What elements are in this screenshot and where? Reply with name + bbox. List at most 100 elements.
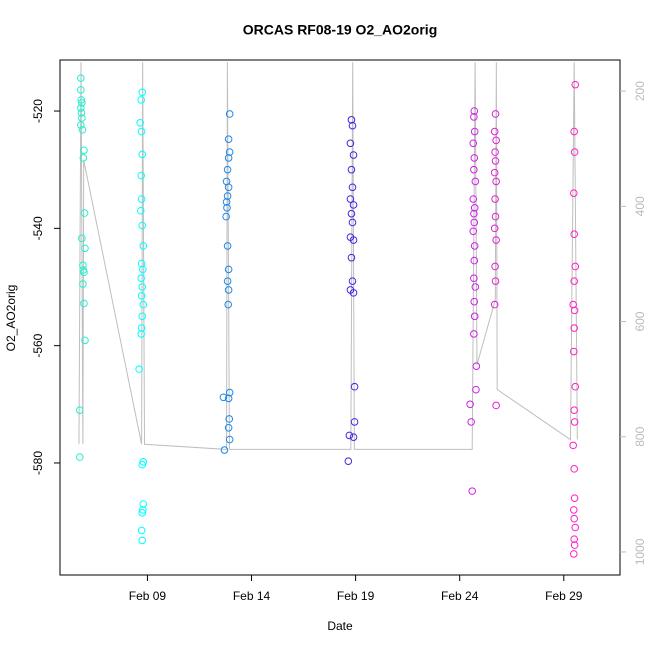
data-point [346,195,355,203]
data-point [139,242,148,250]
data-point [492,401,500,410]
data-point [75,406,84,414]
data-point [472,362,481,370]
data-point [349,236,358,244]
data-point [77,86,85,94]
data-point [224,394,233,403]
data-point [350,382,359,391]
data-point [470,312,479,321]
data-point [79,154,88,162]
plot-frame [59,59,621,576]
data-point [349,289,358,297]
data-point [220,446,229,454]
data-point [348,121,357,130]
data-point [570,465,579,473]
data-point [349,201,358,209]
data-point [77,108,86,117]
data-point [490,168,499,177]
data-point [569,347,578,356]
data-point [348,183,357,192]
data-point [471,177,480,186]
data-point [137,330,145,338]
data-point [570,277,579,285]
data-point [570,324,579,332]
data-point [470,127,479,136]
x-tick-label: Feb 14 [233,589,271,603]
data-point [224,135,233,143]
data-point [570,418,579,426]
data-point [80,209,89,217]
data-point [347,253,356,262]
data-point [470,330,478,338]
data-point [80,299,88,308]
y-tick-label: -560 [31,333,45,357]
data-point [471,283,480,291]
data-point [344,457,353,466]
data-point [570,514,579,523]
x-axis-label: Date [327,619,353,633]
data-point [490,300,499,309]
data-point [570,406,579,414]
data-point [78,99,86,107]
data-point [492,177,500,186]
data-point [77,96,86,104]
data-point [470,165,478,174]
data-point [222,212,230,221]
data-point [345,431,354,440]
data-point [470,297,479,306]
data-point [570,535,579,544]
data-point [490,224,499,233]
data-point [138,460,147,469]
data-point [470,209,478,218]
data-point [349,433,358,441]
x-tick-label: Feb 24 [441,589,479,603]
data-point [136,118,144,127]
x-tick-label: Feb 19 [337,589,375,603]
data-point [225,388,234,397]
data-point [137,324,146,332]
data-point [137,96,145,104]
data-point [138,150,147,159]
data-point [138,283,147,291]
data-point [75,453,84,461]
data-point [77,74,85,82]
y2-tick-label: 200 [633,81,647,101]
data-point [492,236,500,244]
y2-tick-label: 800 [633,426,647,446]
data-point [470,218,479,227]
data-point [569,506,578,514]
data-point [223,204,231,212]
data-point [139,500,148,508]
data-point [224,154,233,162]
data-point [491,148,499,156]
y-axis-label: O2_AO2orig [4,285,18,352]
data-point [223,165,232,174]
data-point [571,382,580,391]
data-point [491,212,500,221]
data-point [77,121,85,129]
data-point [470,154,479,162]
data-point [80,146,88,155]
data-point [470,242,479,250]
data-point [79,261,87,270]
data-point [491,262,499,271]
data-point [570,541,579,549]
chart-title: ORCAS RF08-19 O2_AO2orig [243,22,438,38]
data-point [470,204,479,212]
data-point [138,536,147,545]
y2-tick-label: 1000 [633,538,647,565]
data-point [137,526,146,535]
data-point [570,127,579,136]
data-point [571,523,580,532]
y2-tick-label: 600 [633,311,647,331]
data-point [223,242,232,250]
y-tick-label: -520 [31,99,45,123]
data-point [79,280,87,288]
data-point [224,423,233,432]
data-point [137,195,146,203]
data-point [570,148,579,156]
data-point [137,291,146,300]
data-point [491,157,500,165]
